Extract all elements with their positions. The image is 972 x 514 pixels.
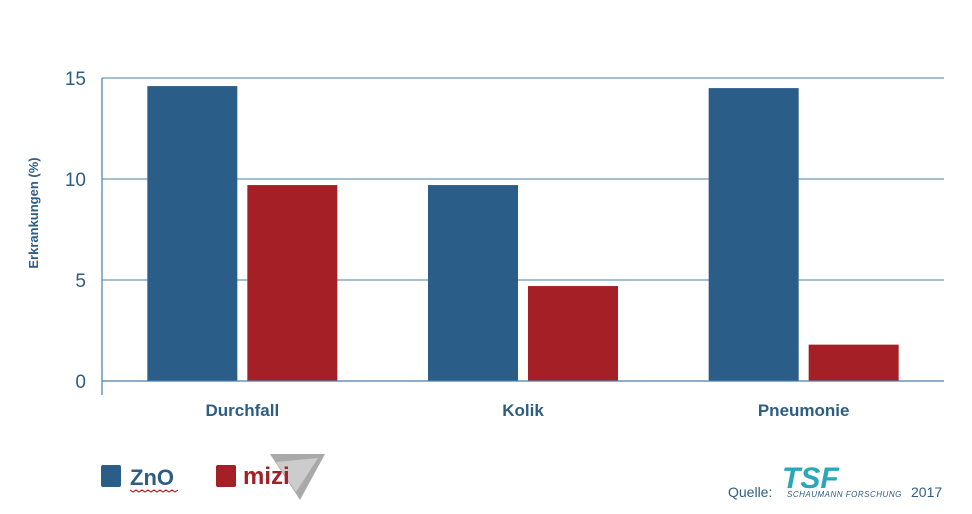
bar-zno-kolik xyxy=(428,185,518,381)
x-category-label: Durchfall xyxy=(205,401,279,420)
x-category-label: Pneumonie xyxy=(758,401,850,420)
legend-label-zno: ZnO xyxy=(130,465,174,490)
x-category-labels: Durchfall Kolik Pneumonie xyxy=(205,401,849,420)
source-org: SCHAUMANN FORSCHUNG xyxy=(787,490,902,499)
legend-swatch-mizi xyxy=(216,465,236,487)
bars xyxy=(147,86,899,381)
bar-mizi-pneumonie xyxy=(808,344,899,381)
legend-swatch-zno xyxy=(101,465,121,487)
grid-lines xyxy=(102,77,944,281)
legend-label-mizi: mizi xyxy=(243,463,290,490)
bar-mizi-durchfall xyxy=(247,185,338,381)
y-tick-label: 0 xyxy=(75,372,86,393)
y-axis-label: Erkrankungen (%) xyxy=(26,157,41,268)
source-prefix: Quelle: xyxy=(728,484,772,500)
source-block: TSF Quelle: SCHAUMANN FORSCHUNG 2017 xyxy=(728,462,942,500)
zno-spellcheck-underline xyxy=(129,489,179,493)
source-year: 2017 xyxy=(911,484,942,500)
y-tick-label: 10 xyxy=(65,170,86,191)
axes xyxy=(101,78,944,395)
tsf-logo: TSF xyxy=(782,462,839,495)
mizi-logo: mizi xyxy=(243,454,325,500)
bar-mizi-kolik xyxy=(528,286,618,381)
bar-zno-pneumonie xyxy=(708,88,799,381)
x-category-label: Kolik xyxy=(502,401,544,420)
y-tick-label: 5 xyxy=(75,271,86,292)
bar-zno-durchfall xyxy=(147,86,238,381)
legend: ZnO mizi xyxy=(101,454,325,500)
tsf-logo-text: TSF xyxy=(782,462,839,495)
y-tick-labels: 0 5 10 15 xyxy=(65,69,86,393)
y-tick-label: 15 xyxy=(65,69,86,90)
